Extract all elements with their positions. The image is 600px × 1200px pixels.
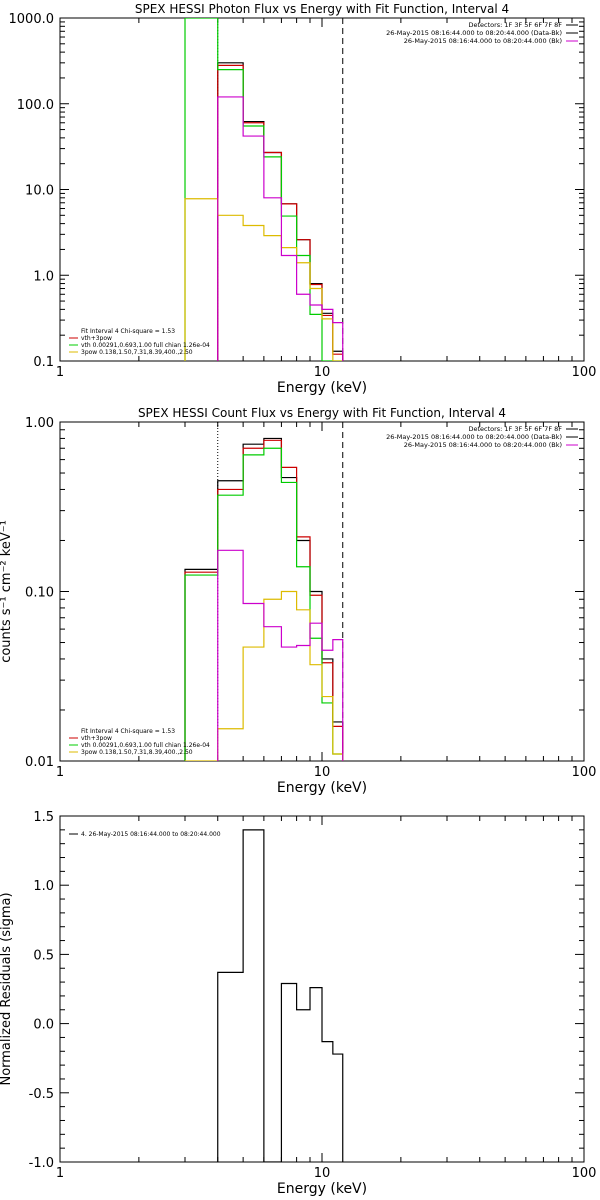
x-axis-label: Energy (keV) (277, 380, 367, 396)
legend-text: 3pow 0.138,1.50,7.31,8.39,400.,2.50 (81, 349, 193, 356)
y-tick-label: 1.0 (33, 269, 54, 284)
header-text: 26-May-2015 08:16:44.000 to 08:20:44.000… (404, 37, 562, 45)
spectrum-series-line (184, 439, 344, 761)
y-tick-label: 0.10 (25, 586, 54, 601)
y-axis-label: counts s⁻¹ cm⁻² keV⁻¹ (0, 520, 14, 663)
legend-text: 4. 26-May-2015 08:16:44.000 to 08:20:44.… (81, 831, 221, 838)
x-tick-label: 100 (572, 365, 597, 380)
spectrum-series-line (217, 829, 344, 1162)
spectrum-series-line (184, 437, 344, 761)
legend-text: Fit Interval 4 Chi-square = 1.53 (81, 328, 175, 335)
y-tick-label: 1.5 (33, 810, 54, 825)
header-text: Detectors: 1F 3F 5F 6F 7F 8F (468, 21, 562, 29)
spectrum-series-line (217, 62, 344, 361)
header-text: 26-May-2015 08:16:44.000 to 08:20:44.000… (386, 433, 562, 441)
y-tick-label: -1.0 (29, 1156, 54, 1171)
x-tick-label: 100 (572, 765, 597, 780)
spectrum-series-line (217, 96, 344, 361)
legend-text: vth+3pow (81, 735, 112, 742)
y-tick-label: 0.0 (33, 1018, 54, 1033)
x-tick-label: 1 (56, 365, 64, 380)
header-text: Detectors: 1F 3F 5F 6F 7F 8F (468, 425, 562, 433)
spectrum-series-line (184, 447, 344, 761)
x-tick-label: 10 (314, 1166, 331, 1181)
x-tick-label: 10 (314, 365, 331, 380)
header-text: 26-May-2015 08:16:44.000 to 08:20:44.000… (386, 29, 562, 37)
y-tick-label: 0.5 (33, 948, 54, 963)
x-axis-label: Energy (keV) (277, 780, 367, 796)
legend-text: vth 0.00291,0.693,1.00 full chian 1.26e-… (81, 342, 210, 349)
chart-title: SPEX HESSI Count Flux vs Energy with Fit… (138, 406, 506, 420)
x-tick-label: 100 (572, 1166, 597, 1181)
x-tick-label: 1 (56, 1166, 64, 1181)
y-tick-label: 100.0 (17, 98, 54, 113)
legend-text: 3pow 0.138,1.50,7.31,8.39,400.,2.50 (81, 749, 193, 756)
y-tick-label: 10.0 (25, 184, 54, 199)
y-tick-label: 0.1 (33, 355, 54, 370)
spectrum-series-line (217, 549, 344, 761)
legend-text: vth+3pow (81, 335, 112, 342)
y-tick-label: 1.0 (33, 879, 54, 894)
x-tick-label: 10 (314, 765, 331, 780)
legend-text: vth 0.00291,0.693,1.00 full chian 1.26e-… (81, 742, 210, 749)
y-tick-label: -0.5 (29, 1087, 54, 1102)
y-axis-label: Normalized Residuals (sigma) (0, 892, 14, 1085)
x-axis-label: Energy (keV) (277, 1181, 367, 1197)
x-tick-label: 1 (56, 765, 64, 780)
legend-text: Fit Interval 4 Chi-square = 1.53 (81, 728, 175, 735)
y-tick-label: 0.01 (25, 755, 54, 770)
chart-title: SPEX HESSI Photon Flux vs Energy with Fi… (135, 2, 509, 16)
spectrum-series-line (184, 198, 343, 361)
header-text: 26-May-2015 08:16:44.000 to 08:20:44.000… (404, 441, 562, 449)
spectrum-series-line (217, 64, 344, 361)
spectrum-series-line (184, 18, 343, 361)
spectrum-series-line (185, 590, 344, 761)
y-tick-label: 1.00 (25, 416, 54, 431)
y-tick-label: 1000.0 (9, 12, 55, 27)
